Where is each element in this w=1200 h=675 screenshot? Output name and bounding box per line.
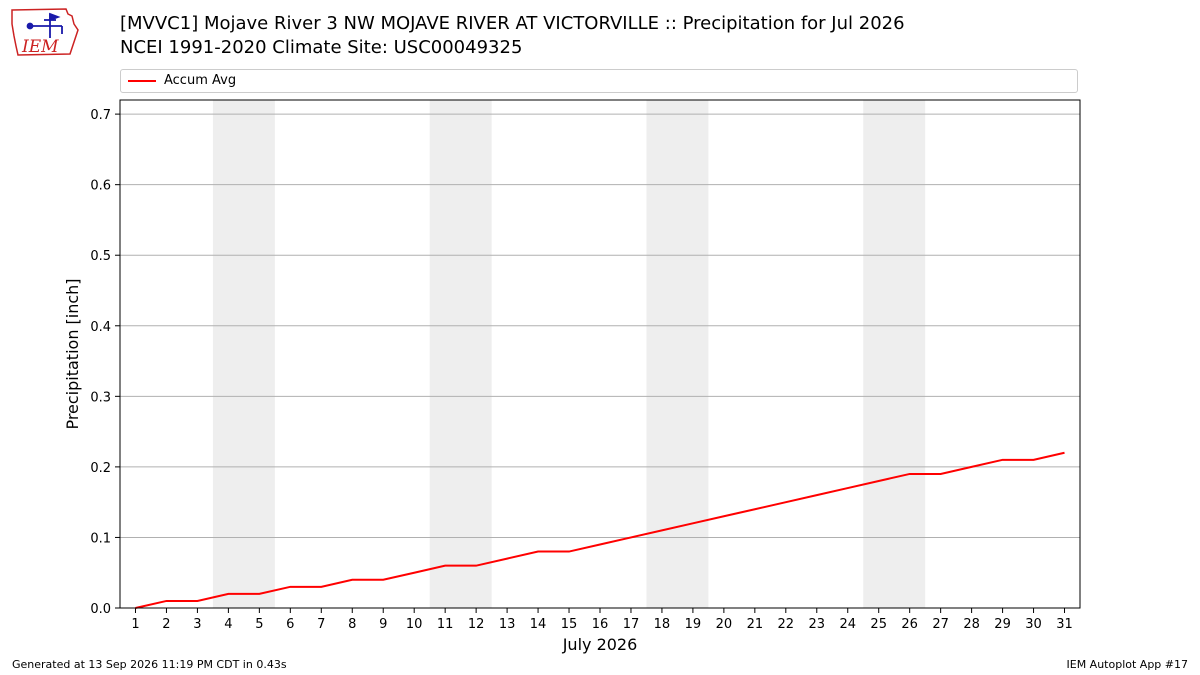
weather-station-icon <box>26 12 63 38</box>
y-tick-label: 0.7 <box>90 108 111 123</box>
legend-swatch <box>128 80 156 82</box>
x-tick-label: 1 <box>131 617 139 632</box>
x-tick-label: 29 <box>994 617 1011 632</box>
x-tick-label: 14 <box>530 617 547 632</box>
x-tick-label: 11 <box>437 617 454 632</box>
y-tick-label: 0.5 <box>90 249 111 264</box>
legend-label: Accum Avg <box>164 73 237 88</box>
series-line-accum-avg <box>135 451 1065 609</box>
x-tick-label: 8 <box>348 617 356 632</box>
plot-frame <box>119 99 1081 609</box>
x-axis-label: July 2026 <box>562 635 638 654</box>
iem-logo: IEM <box>11 8 79 57</box>
x-tick-label: 22 <box>778 617 795 632</box>
weekend-band <box>212 100 275 608</box>
weekend-band <box>863 100 926 608</box>
x-tick-label: 15 <box>561 617 578 632</box>
chart-subtitle: NCEI 1991-2020 Climate Site: USC00049325 <box>120 37 523 58</box>
x-tick-label: 16 <box>592 617 609 632</box>
footer-generated: Generated at 13 Sep 2026 11:19 PM CDT in… <box>12 658 287 671</box>
weekend-band <box>646 100 709 608</box>
y-tick-label: 0.1 <box>90 531 111 546</box>
x-tick-label: 25 <box>870 617 887 632</box>
x-tick-label: 12 <box>468 617 485 632</box>
iowa-outline-icon <box>11 8 79 56</box>
x-tick-label: 9 <box>379 617 387 632</box>
x-tick-label: 3 <box>193 617 201 632</box>
x-tick-label: 10 <box>406 617 423 632</box>
y-tick-label: 0.0 <box>90 602 111 617</box>
x-tick-label: 5 <box>255 617 263 632</box>
x-tick-label: 19 <box>685 617 702 632</box>
x-tick-label: 4 <box>224 617 232 632</box>
y-tick-label: 0.6 <box>90 179 111 194</box>
x-tick-label: 21 <box>747 617 764 632</box>
x-tick-label: 26 <box>901 617 918 632</box>
x-tick-label: 17 <box>623 617 640 632</box>
y-axis-label: Precipitation [inch] <box>63 278 82 429</box>
x-tick-label: 6 <box>286 617 294 632</box>
y-tick-label: 0.4 <box>90 320 111 335</box>
chart-title: [MVVC1] Mojave River 3 NW MOJAVE RIVER A… <box>120 13 905 34</box>
x-tick-label: 27 <box>932 617 949 632</box>
x-tick-label: 24 <box>839 617 856 632</box>
x-tick-label: 7 <box>317 617 325 632</box>
x-tick-label: 13 <box>499 617 516 632</box>
logo-text: IEM <box>21 37 59 57</box>
x-tick-label: 28 <box>963 617 980 632</box>
x-tick-label: 2 <box>162 617 170 632</box>
y-tick-label: 0.2 <box>90 461 111 476</box>
legend: Accum Avg <box>120 69 1078 93</box>
y-tick-label: 0.3 <box>90 390 111 405</box>
x-tick-label: 23 <box>809 617 826 632</box>
x-tick-label: 30 <box>1025 617 1042 632</box>
x-tick-label: 20 <box>716 617 733 632</box>
x-tick-label: 31 <box>1056 617 1073 632</box>
weekend-band <box>429 100 492 608</box>
footer-app: IEM Autoplot App #17 <box>1066 658 1189 671</box>
x-tick-label: 18 <box>654 617 671 632</box>
